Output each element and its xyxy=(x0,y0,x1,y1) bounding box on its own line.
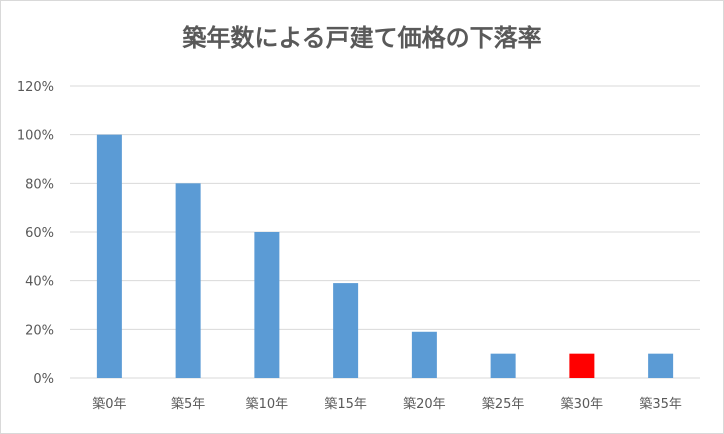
y-tick-label: 20% xyxy=(25,323,54,338)
bar xyxy=(175,183,201,378)
y-tick-label: 120% xyxy=(17,80,54,95)
x-tick-label: 築30年 xyxy=(561,397,604,412)
bar xyxy=(648,353,674,378)
bar xyxy=(490,353,516,378)
x-tick-label: 築5年 xyxy=(171,397,205,412)
x-tick-label: 築35年 xyxy=(639,397,682,412)
y-tick-label: 40% xyxy=(25,275,54,290)
bar xyxy=(411,331,437,378)
bar xyxy=(96,134,122,378)
bar xyxy=(569,353,595,378)
chart-title: 築年数による戸建て価格の下落率 xyxy=(182,24,542,52)
y-tick-label: 80% xyxy=(25,177,54,192)
y-tick-label: 0% xyxy=(33,372,54,387)
y-tick-label: 100% xyxy=(17,129,54,144)
x-tick-label: 築0年 xyxy=(92,397,126,412)
bar xyxy=(254,232,280,378)
x-tick-label: 築25年 xyxy=(482,397,525,412)
bar xyxy=(333,283,359,378)
x-tick-label: 築20年 xyxy=(403,397,446,412)
y-tick-label: 60% xyxy=(25,226,54,241)
x-tick-label: 築15年 xyxy=(324,397,367,412)
x-tick-label: 築10年 xyxy=(246,397,289,412)
